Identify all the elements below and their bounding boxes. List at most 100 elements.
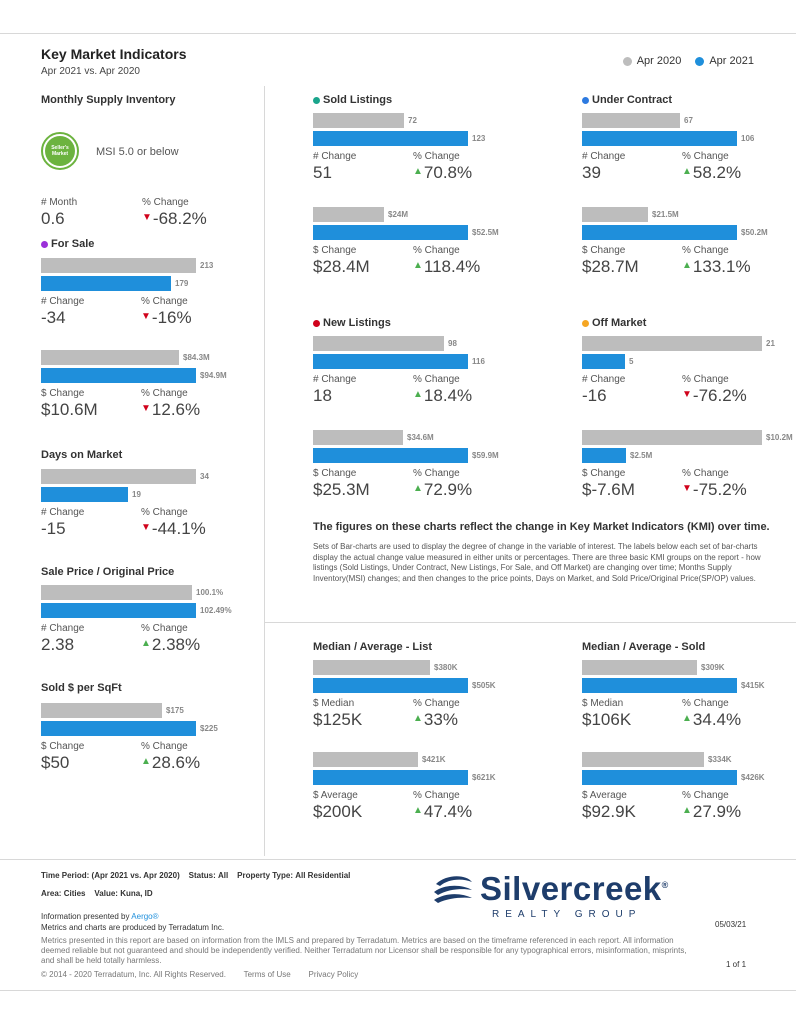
stat-value: $92.9K <box>582 802 636 821</box>
stat-label: % Change <box>682 698 729 709</box>
legend: Apr 2020 Apr 2021 <box>622 55 754 67</box>
footer-filters-row1: Time Period: (Apr 2021 vs. Apr 2020) Sta… <box>41 871 350 880</box>
stat-value: ▲70.8% <box>413 163 472 183</box>
stat-label: % Change <box>413 151 460 162</box>
produced-by: Metrics and charts are produced by Terra… <box>41 923 225 932</box>
sold-listings-dot-icon <box>313 96 320 104</box>
new-listings-dollar-current-bar <box>313 448 468 463</box>
aergo-link[interactable]: Aergo® <box>131 912 159 921</box>
silvercreek-logo: Silvercreek® REALTY GROUP <box>432 868 692 924</box>
sold-listings-count-prior-label: 72 <box>408 116 417 125</box>
new-listings-count-current-bar <box>313 354 468 369</box>
stat-value: ▼-44.1% <box>141 519 206 539</box>
off-market-count-current-bar <box>582 354 625 369</box>
sale-price-change-stat: # Change 2.38 <box>41 623 84 655</box>
under-contract-dollar-prior-bar <box>582 207 648 222</box>
stat-value: ▲118.4% <box>413 257 480 277</box>
median-sold-average-current-label: $426K <box>741 773 765 782</box>
under-contract-title-text: Under Contract <box>592 94 673 106</box>
stat-value: ▲2.38% <box>141 635 200 655</box>
stat-value: 51 <box>313 163 332 182</box>
days-on-market-current-label: 19 <box>132 490 141 499</box>
time-period-value: (Apr 2021 vs. Apr 2020) <box>91 871 180 880</box>
stat-label: # Change <box>582 374 626 385</box>
up-arrow-icon: ▲ <box>413 260 423 271</box>
median-sold-median-change-stat: $ Median $106K <box>582 698 631 730</box>
days-on-market-title-text: Days on Market <box>41 449 123 461</box>
median-list-title: Median / Average - List <box>313 641 432 653</box>
status-value: All <box>218 871 229 880</box>
median-list-average-current-bar <box>313 770 468 785</box>
up-arrow-icon: ▲ <box>413 166 423 177</box>
off-market-dollar-pct-stat: % Change ▼-75.2% <box>682 468 747 500</box>
time-period-label: Time Period: <box>41 871 90 880</box>
privacy-policy-link[interactable]: Privacy Policy <box>308 970 359 979</box>
median-sold-title: Median / Average - Sold <box>582 641 705 653</box>
under-contract-count-prior-bar <box>582 113 680 128</box>
under-contract-dollar-prior-label: $21.5M <box>652 210 679 219</box>
new-listings-count-prior-label: 98 <box>448 339 457 348</box>
stat-value-text: 2.38% <box>151 635 201 654</box>
sale-price-title-text: Sale Price / Original Price <box>41 566 175 578</box>
stat-value-text: 28.6% <box>151 753 201 772</box>
stat-label: $ Change <box>41 741 85 752</box>
silvercreek-swoosh-icon <box>434 876 472 903</box>
stat-value: 39 <box>582 163 601 182</box>
stat-label: % Change <box>141 507 188 518</box>
stat-label: # Change <box>41 296 85 307</box>
footer-filters-row2: Area: Cities Value: Kuna, ID <box>41 889 153 898</box>
new-listings-dollar-current-label: $59.9M <box>472 451 499 460</box>
median-sold-median-current-label: $415K <box>741 681 765 690</box>
median-list-average-current-label: $621K <box>472 773 496 782</box>
stat-label: $ Average <box>313 790 358 801</box>
sold-sqft-title-text: Sold $ per SqFt <box>41 682 122 694</box>
stat-value: $200K <box>313 802 363 821</box>
stat-label: # Change <box>313 374 357 385</box>
sold-sqft-prior-label: $175 <box>166 706 184 715</box>
value-label: Value: <box>94 889 118 898</box>
median-list-median-current-label: $505K <box>472 681 496 690</box>
report-date: 05/03/21 <box>715 920 747 929</box>
sale-price-title: Sale Price / Original Price <box>41 566 174 578</box>
days-on-market-change-stat: # Change -15 <box>41 507 84 539</box>
stat-label: % Change <box>141 741 188 752</box>
for-sale-count-prior-label: 213 <box>200 261 214 270</box>
logo-wordmark: Silvercreek® <box>480 870 669 908</box>
new-listings-count-pct-stat: % Change ▲18.4% <box>413 374 472 406</box>
sold-listings-dollar-change-stat: $ Change $28.4M <box>313 245 370 277</box>
msi-month-stat: # Month 0.6 <box>41 197 77 229</box>
footer-legal-row: © 2014 - 2020 Terradatum, Inc. All Right… <box>41 970 358 979</box>
off-market-dollar-current-label: $2.5M <box>630 451 653 460</box>
page-subtitle: Apr 2021 vs. Apr 2020 <box>41 66 140 77</box>
bottom-divider <box>0 990 796 991</box>
stat-value: ▼-16% <box>141 308 192 328</box>
msi-pct-stat: % Change ▼-68.2% <box>142 197 207 229</box>
down-arrow-icon: ▼ <box>141 522 151 533</box>
sold-listings-title: Sold Listings <box>313 94 392 106</box>
sold-listings-dollar-current-bar <box>313 225 468 240</box>
logo-registered-mark: ® <box>661 880 669 890</box>
for-sale-title-text: For Sale <box>51 238 95 250</box>
sold-listings-dollar-prior-label: $24M <box>388 210 409 219</box>
stat-label: $ Median <box>582 698 624 709</box>
terms-of-use-link[interactable]: Terms of Use <box>243 970 291 979</box>
up-arrow-icon: ▲ <box>682 166 692 177</box>
down-arrow-icon: ▼ <box>682 389 692 400</box>
for-sale-dollar-prior-label: $84.3M <box>183 353 210 362</box>
median-list-average-pct-stat: % Change ▲47.4% <box>413 790 472 822</box>
sale-price-prior-label: 100.1% <box>196 588 224 597</box>
sold-sqft-title: Sold $ per SqFt <box>41 682 122 694</box>
off-market-dollar-change-stat: $ Change $-7.6M <box>582 468 635 500</box>
stat-label: $ Median <box>313 698 355 709</box>
stat-value-text: 133.1% <box>692 257 751 276</box>
sellers-market-badge-icon: Seller's Market <box>41 132 79 170</box>
legend-item-current: Apr 2021 <box>695 55 754 67</box>
days-on-market-title: Days on Market <box>41 449 122 461</box>
under-contract-dollar-current-label: $50.2M <box>741 228 768 237</box>
under-contract-dollar-pct-stat: % Change ▲133.1% <box>682 245 751 277</box>
stat-label: % Change <box>682 374 729 385</box>
for-sale-title: For Sale <box>41 238 94 250</box>
badge-inner: Seller's Market <box>45 136 75 166</box>
under-contract-count-current-bar <box>582 131 737 146</box>
